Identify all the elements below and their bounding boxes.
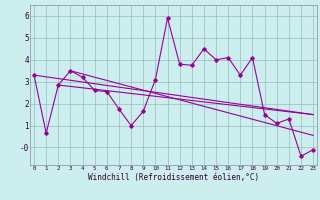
- X-axis label: Windchill (Refroidissement éolien,°C): Windchill (Refroidissement éolien,°C): [88, 173, 259, 182]
